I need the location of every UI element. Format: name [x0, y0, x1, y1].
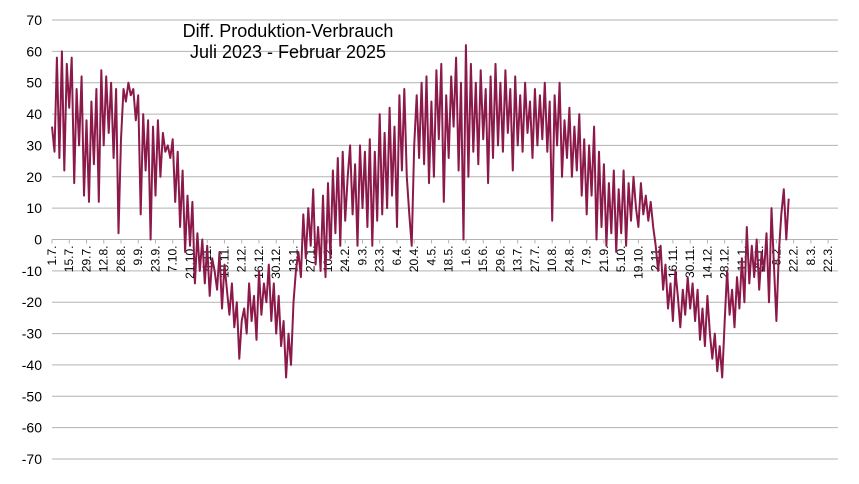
x-tick-label: 12.8.: [97, 246, 111, 273]
x-tick-label: 27.7.: [528, 246, 542, 273]
x-tick-label: 9.9.: [131, 246, 145, 266]
x-tick-label: 22.2.: [787, 246, 801, 273]
x-tick-label: 8.2.: [769, 246, 783, 266]
x-tick-label: 6.4.: [390, 246, 404, 266]
y-tick-label: 50: [26, 75, 42, 91]
y-tick-label: -40: [22, 357, 42, 373]
x-tick-label: 21.9.: [597, 246, 611, 273]
y-tick-label: 20: [26, 169, 42, 185]
x-tick-label: 5.10.: [614, 246, 628, 273]
x-tick-label: 26.8.: [114, 246, 128, 273]
x-tick-label: 16.11.: [666, 246, 680, 278]
x-tick-label: 19.10.: [631, 246, 645, 279]
y-tick-label: -60: [22, 420, 42, 436]
series-layer: [51, 44, 790, 379]
y-axis-ticks: 70 60 50 40 30 20 10 0 -10 -20 -30 -40 -50 -60 -70: [22, 12, 42, 467]
x-tick-label: 23.3.: [373, 246, 387, 273]
x-tick-label: 7.10.: [166, 246, 180, 273]
y-tick-label: 30: [26, 137, 42, 153]
x-tick-label: 10.8.: [545, 246, 559, 273]
x-tick-label: 1.7.: [45, 246, 59, 266]
y-tick-label: 10: [26, 200, 42, 216]
x-tick-label: 30.11.: [683, 246, 697, 278]
x-tick-label: 4.5.: [424, 246, 438, 266]
y-tick-label: 40: [26, 106, 42, 122]
y-tick-label: 0: [34, 232, 42, 248]
x-tick-label: 13.7.: [511, 246, 525, 273]
x-tick-label: 23.9.: [148, 246, 162, 273]
x-tick-label: 29.6.: [493, 245, 507, 272]
x-tick-label: 2.12.: [235, 245, 249, 272]
x-tick-label: 15.7.: [62, 246, 76, 273]
x-tick-label: 1.6.: [459, 246, 473, 266]
gridlines: [52, 19, 838, 460]
x-tick-label: 29.7.: [79, 246, 93, 273]
series-line: [51, 44, 790, 379]
x-tick-label: 9.3.: [355, 246, 369, 266]
x-tick-label: 7.9.: [580, 246, 594, 266]
x-tick-label: 16.12.: [252, 246, 266, 279]
x-tick-label: 10.2.: [321, 246, 335, 273]
x-tick-label: 24.8.: [562, 246, 576, 273]
y-tick-label: -20: [22, 294, 42, 310]
x-tick-label: 30.12.: [269, 246, 283, 279]
x-tick-label: 28.12.: [718, 246, 732, 279]
y-tick-label: 70: [26, 12, 42, 28]
y-tick-label: -30: [22, 326, 42, 342]
y-tick-label: -50: [22, 388, 42, 404]
chart-title-line-1: Diff. Produktion-Verbrauch: [183, 21, 394, 41]
x-axis-ticks: 1.7. 15.7. 29.7. 12.8. 26.8. 9.9. 23.9. 7.10. 21…: [45, 239, 835, 279]
x-tick-label: 20.4.: [407, 246, 421, 273]
x-tick-label: 18.5.: [442, 246, 456, 273]
x-tick-label: 15.6.: [476, 246, 490, 273]
y-tick-label: -70: [22, 451, 42, 467]
chart-title-line-2: Juli 2023 - Februar 2025: [190, 42, 386, 62]
y-tick-label: 60: [26, 43, 42, 59]
y-tick-label: -10: [22, 263, 42, 279]
x-tick-label: 24.2.: [338, 246, 352, 273]
x-tick-label: 8.3.: [804, 246, 818, 266]
x-tick-label: 22.3.: [821, 246, 835, 273]
x-tick-label: 14.12.: [700, 246, 714, 279]
